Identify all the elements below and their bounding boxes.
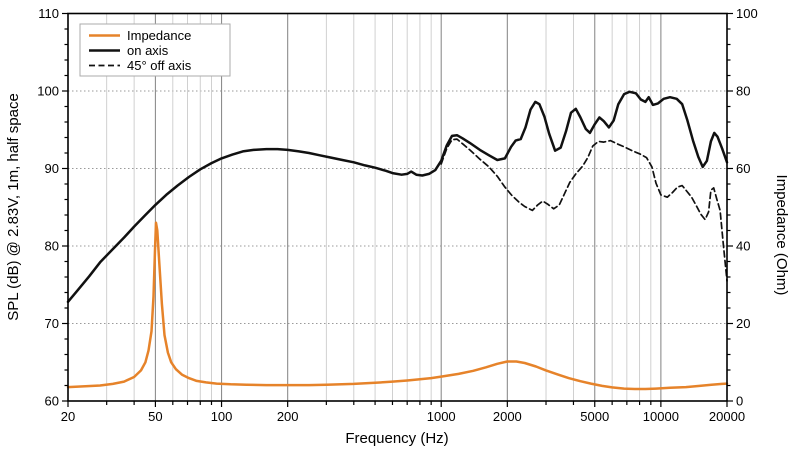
plot-frame xyxy=(67,12,728,402)
x-tick-label: 5000 xyxy=(580,409,609,424)
x-axis-title: Frequency (Hz) xyxy=(345,430,448,447)
x-tick-label: 20 xyxy=(61,409,75,424)
y-right-tick-label: 0 xyxy=(736,394,743,409)
legend: Impedance on axis 45° off axis xyxy=(79,23,231,77)
y-right-tick-label: 80 xyxy=(736,84,750,99)
y-left-tick-label: 90 xyxy=(45,161,59,176)
legend-off-axis-label: 45° off axis xyxy=(127,58,192,73)
x-tick-label: 50 xyxy=(148,409,162,424)
x-tick-label: 1000 xyxy=(427,409,456,424)
y-left-axis-title: SPL (dB) @ 2.83V, 1m, half space xyxy=(5,93,22,321)
y-left-tick-label: 100 xyxy=(37,84,59,99)
y-left-tick-label: 80 xyxy=(45,239,59,254)
y-right-tick-label: 100 xyxy=(736,6,758,21)
axis-ticks xyxy=(62,12,733,407)
curve-impedance xyxy=(66,221,729,391)
x-tick-label: 100 xyxy=(211,409,233,424)
y-right-tick-label: 20 xyxy=(736,316,750,331)
legend-impedance-label: Impedance xyxy=(127,28,191,43)
y-right-tick-label: 60 xyxy=(736,161,750,176)
y-left-tick-label: 60 xyxy=(45,394,59,409)
gridlines xyxy=(68,13,727,401)
curve-45-off-axis xyxy=(440,138,728,282)
y-right-axis-title: Impedance (Ohm) xyxy=(773,175,790,296)
x-tick-label: 10000 xyxy=(643,409,679,424)
x-tick-label: 20000 xyxy=(709,409,745,424)
x-tick-label: 200 xyxy=(277,409,299,424)
x-tick-label: 2000 xyxy=(493,409,522,424)
legend-on-axis-label: on axis xyxy=(127,43,169,58)
y-right-tick-label: 40 xyxy=(736,239,750,254)
plot-border xyxy=(67,12,728,402)
curves xyxy=(66,90,729,391)
tick-labels: 20 50 100 200 1000 2000 5000 10000 2000060708090… xyxy=(37,6,757,424)
y-left-tick-label: 110 xyxy=(38,6,59,21)
y-left-tick-label: 70 xyxy=(45,316,59,331)
curve-on-axis xyxy=(66,90,729,304)
